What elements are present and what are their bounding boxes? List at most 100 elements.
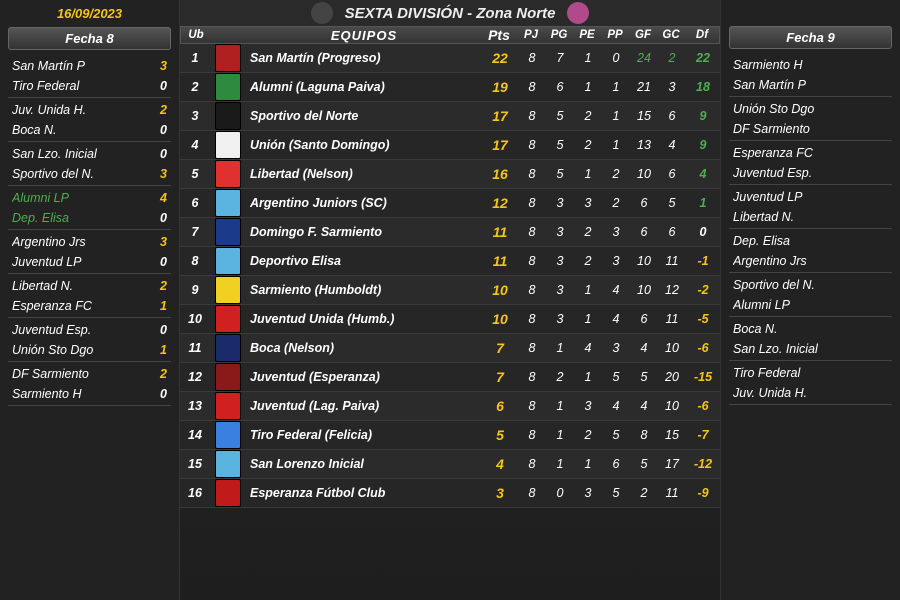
fixture-row: Esperanza FC bbox=[729, 143, 892, 163]
table-row: 9 Sarmiento (Humboldt) 10 8 3 1 4 10 12 … bbox=[180, 276, 720, 305]
cell-pe: 1 bbox=[574, 80, 602, 94]
team-badge-icon bbox=[215, 44, 241, 72]
fixture-team: Tiro Federal bbox=[733, 366, 888, 380]
cell-pg: 0 bbox=[546, 486, 574, 500]
fixture-team: Juv. Unida H. bbox=[733, 386, 888, 400]
cell-pp: 2 bbox=[602, 196, 630, 210]
cell-pg: 3 bbox=[546, 312, 574, 326]
cell-gf: 8 bbox=[630, 428, 658, 442]
cell-gc: 10 bbox=[658, 399, 686, 413]
cell-pj: 8 bbox=[518, 80, 546, 94]
match-team: Sportivo del N. bbox=[12, 167, 151, 181]
team-badge-icon bbox=[215, 276, 241, 304]
table-row: 13 Juventud (Lag. Paiva) 6 8 1 3 4 4 10 … bbox=[180, 392, 720, 421]
fecha8-header: Fecha 8 bbox=[8, 27, 171, 50]
match-score: 0 bbox=[151, 387, 167, 401]
fixture-team: San Martín P bbox=[733, 78, 888, 92]
cell-pe: 3 bbox=[574, 196, 602, 210]
cell-pts: 5 bbox=[482, 427, 518, 443]
cell-pe: 1 bbox=[574, 51, 602, 65]
cell-pts: 10 bbox=[482, 282, 518, 298]
cell-gc: 3 bbox=[658, 80, 686, 94]
cell-pp: 3 bbox=[602, 341, 630, 355]
fixture-team: Argentino Jrs bbox=[733, 254, 888, 268]
team-badge-icon bbox=[215, 392, 241, 420]
cell-team: Boca (Nelson) bbox=[246, 341, 482, 355]
cell-team: Deportivo Elisa bbox=[246, 254, 482, 268]
cell-gf: 6 bbox=[630, 225, 658, 239]
left-results-panel: 16/09/2023 Fecha 8 San Martín P3Tiro Fed… bbox=[0, 0, 180, 600]
cell-pe: 2 bbox=[574, 138, 602, 152]
cell-rank: 1 bbox=[180, 51, 210, 65]
match-score: 0 bbox=[151, 211, 167, 225]
team-badge-icon bbox=[215, 218, 241, 246]
cell-pj: 8 bbox=[518, 254, 546, 268]
cell-team: Juventud (Esperanza) bbox=[246, 370, 482, 384]
cell-team: Juventud Unida (Humb.) bbox=[246, 312, 482, 326]
match-row: Juventud Esp.0 bbox=[8, 320, 171, 340]
cell-pj: 8 bbox=[518, 370, 546, 384]
cell-pp: 1 bbox=[602, 80, 630, 94]
team-badge-icon bbox=[215, 160, 241, 188]
right-fixtures-panel: Fecha 9 Sarmiento HSan Martín PUnión Sto… bbox=[720, 0, 900, 600]
match-row: Unión Sto Dgo1 bbox=[8, 340, 171, 362]
fixture-team: Esperanza FC bbox=[733, 146, 888, 160]
fixture-team: Sportivo del N. bbox=[733, 278, 888, 292]
cell-rank: 15 bbox=[180, 457, 210, 471]
cell-pj: 8 bbox=[518, 312, 546, 326]
cell-gc: 20 bbox=[658, 370, 686, 384]
table-row: 5 Libertad (Nelson) 16 8 5 1 2 10 6 4 bbox=[180, 160, 720, 189]
match-team: Sarmiento H bbox=[12, 387, 151, 401]
cell-gc: 4 bbox=[658, 138, 686, 152]
cell-pts: 22 bbox=[482, 50, 518, 66]
cell-gc: 6 bbox=[658, 109, 686, 123]
cell-pp: 3 bbox=[602, 225, 630, 239]
cell-rank: 2 bbox=[180, 80, 210, 94]
fixture-row: Libertad N. bbox=[729, 207, 892, 229]
table-row: 14 Tiro Federal (Felicia) 5 8 1 2 5 8 15… bbox=[180, 421, 720, 450]
team-badge-icon bbox=[215, 334, 241, 362]
cell-df: 22 bbox=[686, 51, 720, 65]
cell-df: -6 bbox=[686, 399, 720, 413]
cell-df: 9 bbox=[686, 138, 720, 152]
cell-rank: 6 bbox=[180, 196, 210, 210]
cell-pp: 0 bbox=[602, 51, 630, 65]
cell-gf: 21 bbox=[630, 80, 658, 94]
table-row: 15 San Lorenzo Inicial 4 8 1 1 6 5 17 -1… bbox=[180, 450, 720, 479]
cell-pts: 7 bbox=[482, 340, 518, 356]
cell-pe: 2 bbox=[574, 109, 602, 123]
left-matches-list: San Martín P3Tiro Federal0Juv. Unida H.2… bbox=[8, 56, 171, 408]
cell-pe: 1 bbox=[574, 370, 602, 384]
cell-gc: 10 bbox=[658, 341, 686, 355]
cell-pg: 3 bbox=[546, 283, 574, 297]
col-pp: PP bbox=[601, 29, 629, 41]
league-badge-right-icon bbox=[567, 2, 589, 24]
fixture-row: Alumni LP bbox=[729, 295, 892, 317]
division-title-bar: SEXTA DIVISIÓN - Zona Norte bbox=[180, 0, 720, 26]
match-row: San Martín P3 bbox=[8, 56, 171, 76]
match-row: Libertad N.2 bbox=[8, 276, 171, 296]
cell-pg: 2 bbox=[546, 370, 574, 384]
cell-gf: 6 bbox=[630, 196, 658, 210]
cell-pts: 4 bbox=[482, 456, 518, 472]
cell-team: Sarmiento (Humboldt) bbox=[246, 283, 482, 297]
cell-df: -12 bbox=[686, 457, 720, 471]
cell-pe: 1 bbox=[574, 457, 602, 471]
cell-pp: 4 bbox=[602, 283, 630, 297]
cell-rank: 8 bbox=[180, 254, 210, 268]
cell-gf: 5 bbox=[630, 370, 658, 384]
match-team: Tiro Federal bbox=[12, 79, 151, 93]
cell-pj: 8 bbox=[518, 51, 546, 65]
table-row: 11 Boca (Nelson) 7 8 1 4 3 4 10 -6 bbox=[180, 334, 720, 363]
cell-pp: 2 bbox=[602, 167, 630, 181]
match-score: 2 bbox=[151, 103, 167, 117]
cell-df: 18 bbox=[686, 80, 720, 94]
right-matches-list: Sarmiento HSan Martín PUnión Sto DgoDF S… bbox=[729, 55, 892, 407]
table-row: 7 Domingo F. Sarmiento 11 8 3 2 3 6 6 0 bbox=[180, 218, 720, 247]
match-score: 1 bbox=[151, 299, 167, 313]
cell-gf: 24 bbox=[630, 51, 658, 65]
match-team: Alumni LP bbox=[12, 191, 151, 205]
match-row: San Lzo. Inicial0 bbox=[8, 144, 171, 164]
cell-df: -6 bbox=[686, 341, 720, 355]
cell-gf: 10 bbox=[630, 254, 658, 268]
